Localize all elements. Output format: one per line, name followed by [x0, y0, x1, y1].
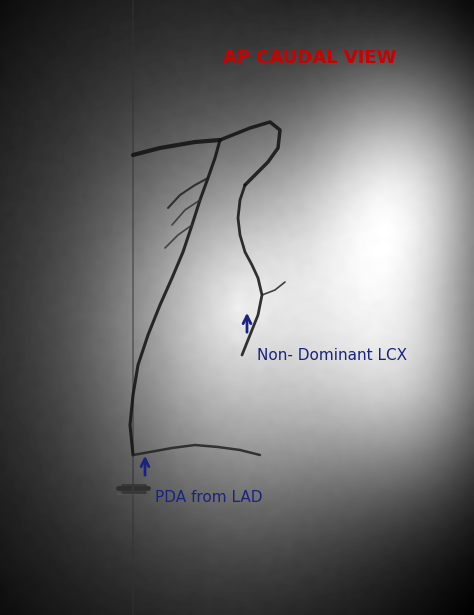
- Text: AP CAUDAL VIEW: AP CAUDAL VIEW: [223, 49, 397, 67]
- Text: Non- Dominant LCX: Non- Dominant LCX: [257, 348, 407, 363]
- Text: PDA from LAD: PDA from LAD: [155, 490, 263, 505]
